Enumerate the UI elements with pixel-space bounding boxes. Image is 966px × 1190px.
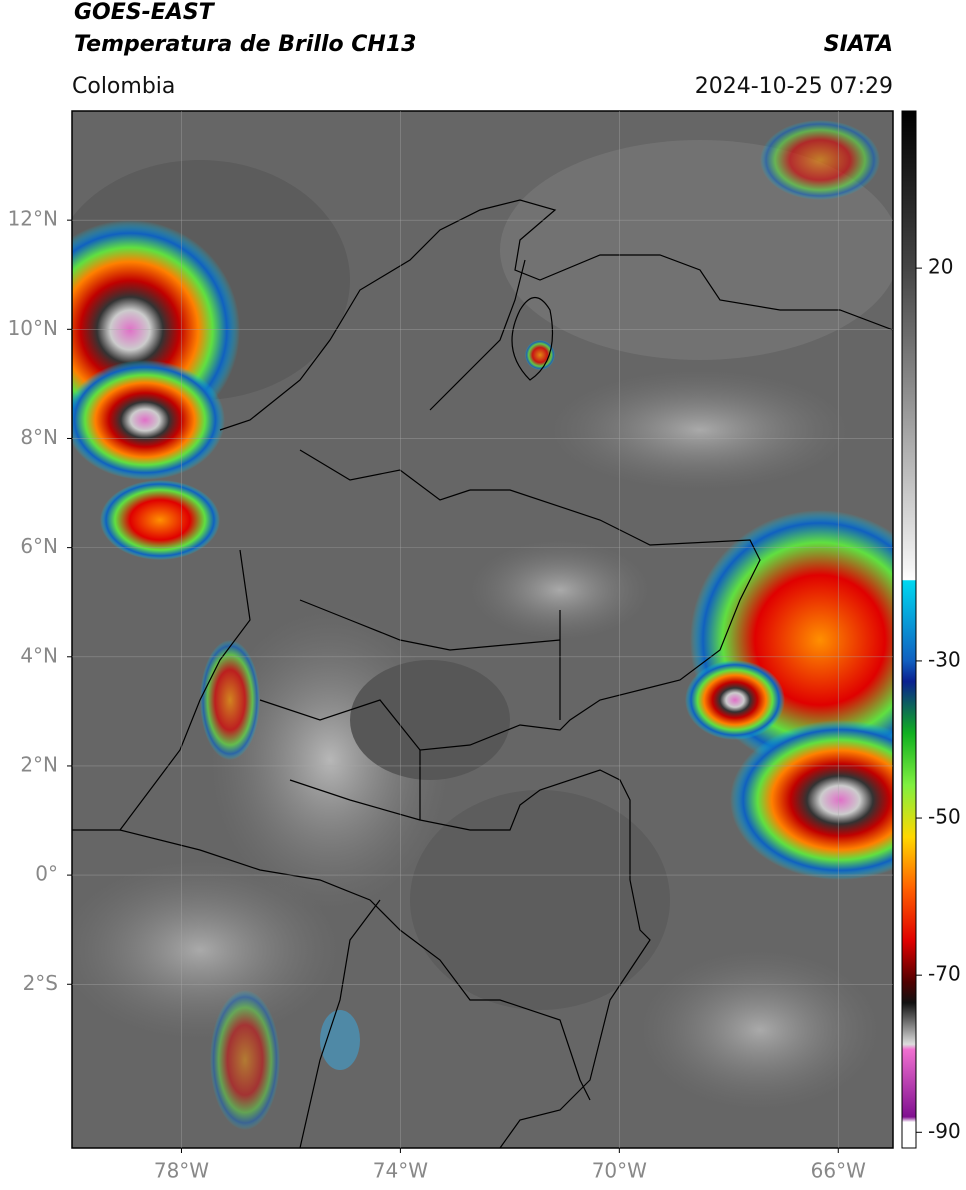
colorbar-tick-label: 20 [928, 255, 953, 279]
colorbar-tick-label: -70 [928, 962, 961, 986]
y-tick-label: 10°N [8, 316, 58, 340]
colorbar [901, 110, 917, 1149]
source: SIATA [824, 32, 893, 57]
y-tick-label: 0° [35, 862, 58, 886]
x-tick-label: 78°W [154, 1159, 209, 1183]
x-tick-label: 74°W [373, 1159, 428, 1183]
y-tick-label: 2°S [23, 971, 58, 995]
y-tick-label: 4°N [20, 643, 58, 667]
satellite-image [72, 111, 893, 1148]
colorbar-tick-label: -30 [928, 647, 961, 671]
y-tick-label: 8°N [20, 425, 58, 449]
y-tick-label: 2°N [20, 752, 58, 776]
x-tick-label: 70°W [592, 1159, 647, 1183]
y-tick-label: 12°N [8, 207, 58, 231]
x-tick-label: 66°W [811, 1159, 866, 1183]
datetime: 2024-10-25 07:29 [695, 74, 893, 99]
colorbar-tick-label: -50 [928, 805, 961, 829]
colorbar-tick-label: -90 [928, 1119, 961, 1143]
product: Temperatura de Brillo CH13 [74, 32, 416, 57]
region: Colombia [72, 74, 175, 99]
map-frame [71, 110, 894, 1149]
satellite: GOES-EAST [74, 0, 216, 25]
y-tick-label: 6°N [20, 534, 58, 558]
